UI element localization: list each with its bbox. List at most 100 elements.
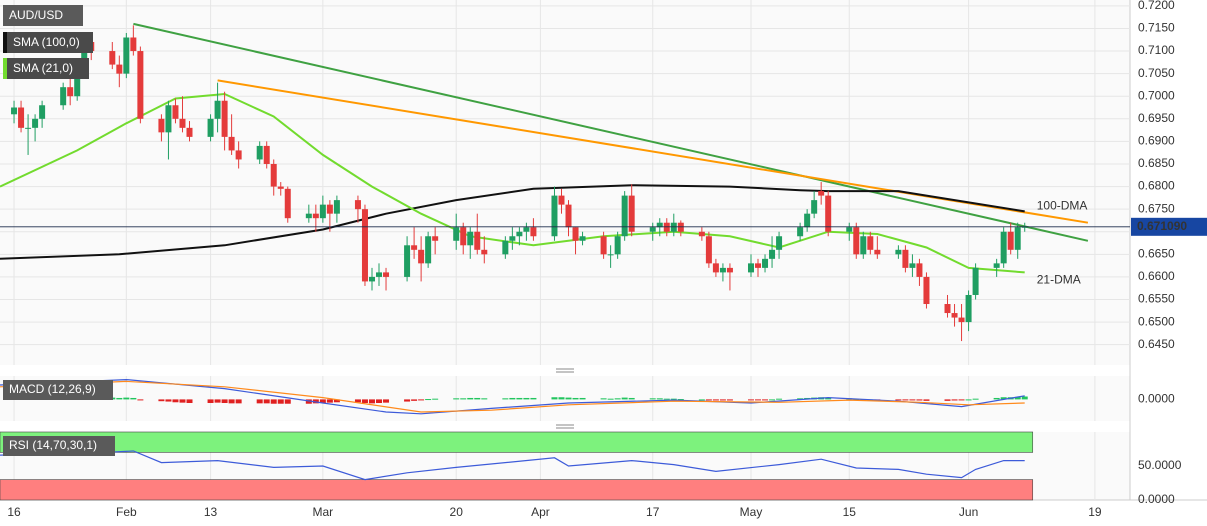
y-tick-label: 0.7200	[1138, 0, 1175, 12]
candle-body	[467, 231, 474, 246]
candle-body	[818, 191, 825, 196]
candle-body	[1014, 227, 1021, 250]
y-tick-label: 0.6900	[1138, 134, 1175, 148]
candle-body	[123, 37, 130, 74]
histogram-bar	[923, 399, 930, 401]
histogram-bar	[383, 399, 390, 403]
candle-body	[509, 236, 516, 241]
histogram-bar	[326, 399, 333, 403]
candle-body	[305, 213, 312, 219]
legend-box[interactable]	[3, 32, 93, 53]
histogram-bar	[1000, 397, 1007, 400]
candle-body	[186, 127, 193, 137]
histogram-bar	[404, 399, 411, 402]
histogram-bar	[418, 399, 425, 401]
histogram-bar	[333, 399, 340, 403]
histogram-bar	[769, 399, 776, 401]
indicator-box[interactable]	[3, 436, 115, 456]
candle-body	[628, 195, 635, 232]
candle-body	[804, 213, 811, 228]
histogram-bar	[972, 398, 979, 400]
x-tick-label: Jun	[959, 505, 978, 519]
candle-body	[755, 263, 762, 268]
histogram-bar	[579, 397, 586, 400]
macd-title: MACD (12,26,9)	[9, 382, 96, 396]
histogram-bar	[712, 399, 719, 401]
indicator-box[interactable]	[3, 380, 113, 400]
candle-body	[895, 249, 902, 255]
histogram-bar	[614, 398, 621, 400]
legend-swatch	[3, 32, 7, 53]
histogram-bar	[460, 398, 467, 400]
moving-average	[0, 184, 1025, 260]
x-tick-label: 17	[646, 505, 660, 519]
histogram-bar	[825, 397, 832, 400]
candle-body	[172, 105, 179, 119]
histogram-bar	[797, 398, 804, 400]
histogram-bar	[965, 399, 972, 401]
candle-body	[74, 64, 81, 97]
candle-body	[860, 236, 867, 255]
y-tick-label: 0.6600	[1138, 269, 1175, 283]
legend-box[interactable]	[3, 58, 89, 79]
x-tick-label: 15	[843, 505, 857, 519]
histogram-bar	[354, 399, 361, 403]
y-tick-label: 0.6800	[1138, 179, 1175, 193]
candle-body	[130, 37, 137, 52]
histogram-bar	[425, 399, 432, 401]
histogram-bar	[172, 399, 179, 403]
histogram-bar	[277, 399, 284, 404]
trendline	[133, 22, 1089, 242]
candle-body	[712, 263, 719, 273]
moving-average	[0, 92, 1025, 274]
x-tick-label: 20	[450, 505, 464, 519]
histogram-bar	[305, 399, 312, 404]
histogram-bar	[256, 399, 263, 404]
histogram-bar	[958, 399, 965, 401]
candle-body	[404, 245, 411, 277]
candle-body	[158, 118, 165, 133]
histogram-bar	[509, 397, 516, 400]
legend-entry: SMA (100,0)	[13, 35, 80, 49]
histogram-bar	[649, 398, 656, 400]
symbol-title: AUD/USD	[9, 8, 63, 22]
grid	[0, 0, 1130, 500]
histogram-bar	[179, 399, 186, 403]
candle-body	[972, 267, 979, 295]
histogram-bar	[502, 398, 509, 400]
candle-body	[11, 107, 18, 115]
rsi-line	[0, 450, 1025, 481]
candle-body	[474, 231, 481, 250]
histogram-bar	[270, 399, 277, 404]
y-tick-label: 0.6750	[1138, 201, 1175, 215]
candle-body	[376, 272, 383, 277]
histogram-bar	[565, 397, 572, 400]
candle-body	[670, 222, 677, 232]
candle-body	[600, 236, 607, 255]
candle-body	[425, 236, 432, 264]
y-tick-label: 0.6850	[1138, 156, 1175, 170]
candle-body	[270, 163, 277, 187]
rsi-title: RSI (14,70,30,1)	[9, 438, 97, 452]
x-tick-label: 19	[1088, 505, 1102, 519]
histogram-bar	[944, 399, 951, 401]
candle-body	[228, 136, 235, 151]
candle-body	[747, 263, 754, 273]
histogram-bar	[376, 399, 383, 403]
rsi-band	[0, 479, 1034, 501]
pane-separator[interactable]	[0, 422, 1130, 431]
y-tick-label: 0.6950	[1138, 111, 1175, 125]
candle-body	[762, 258, 769, 268]
pane-separator[interactable]	[0, 366, 1130, 375]
candle-body	[453, 227, 460, 241]
line-annotation: 21-DMA	[1037, 273, 1081, 287]
candle-body	[116, 64, 123, 74]
legend-swatch	[3, 58, 7, 79]
symbol-box[interactable]	[3, 5, 83, 26]
histogram-bar	[361, 399, 368, 403]
marks	[0, 22, 1130, 501]
candle-body	[502, 240, 509, 255]
candle-body	[614, 236, 621, 255]
histogram-bar	[207, 399, 214, 403]
